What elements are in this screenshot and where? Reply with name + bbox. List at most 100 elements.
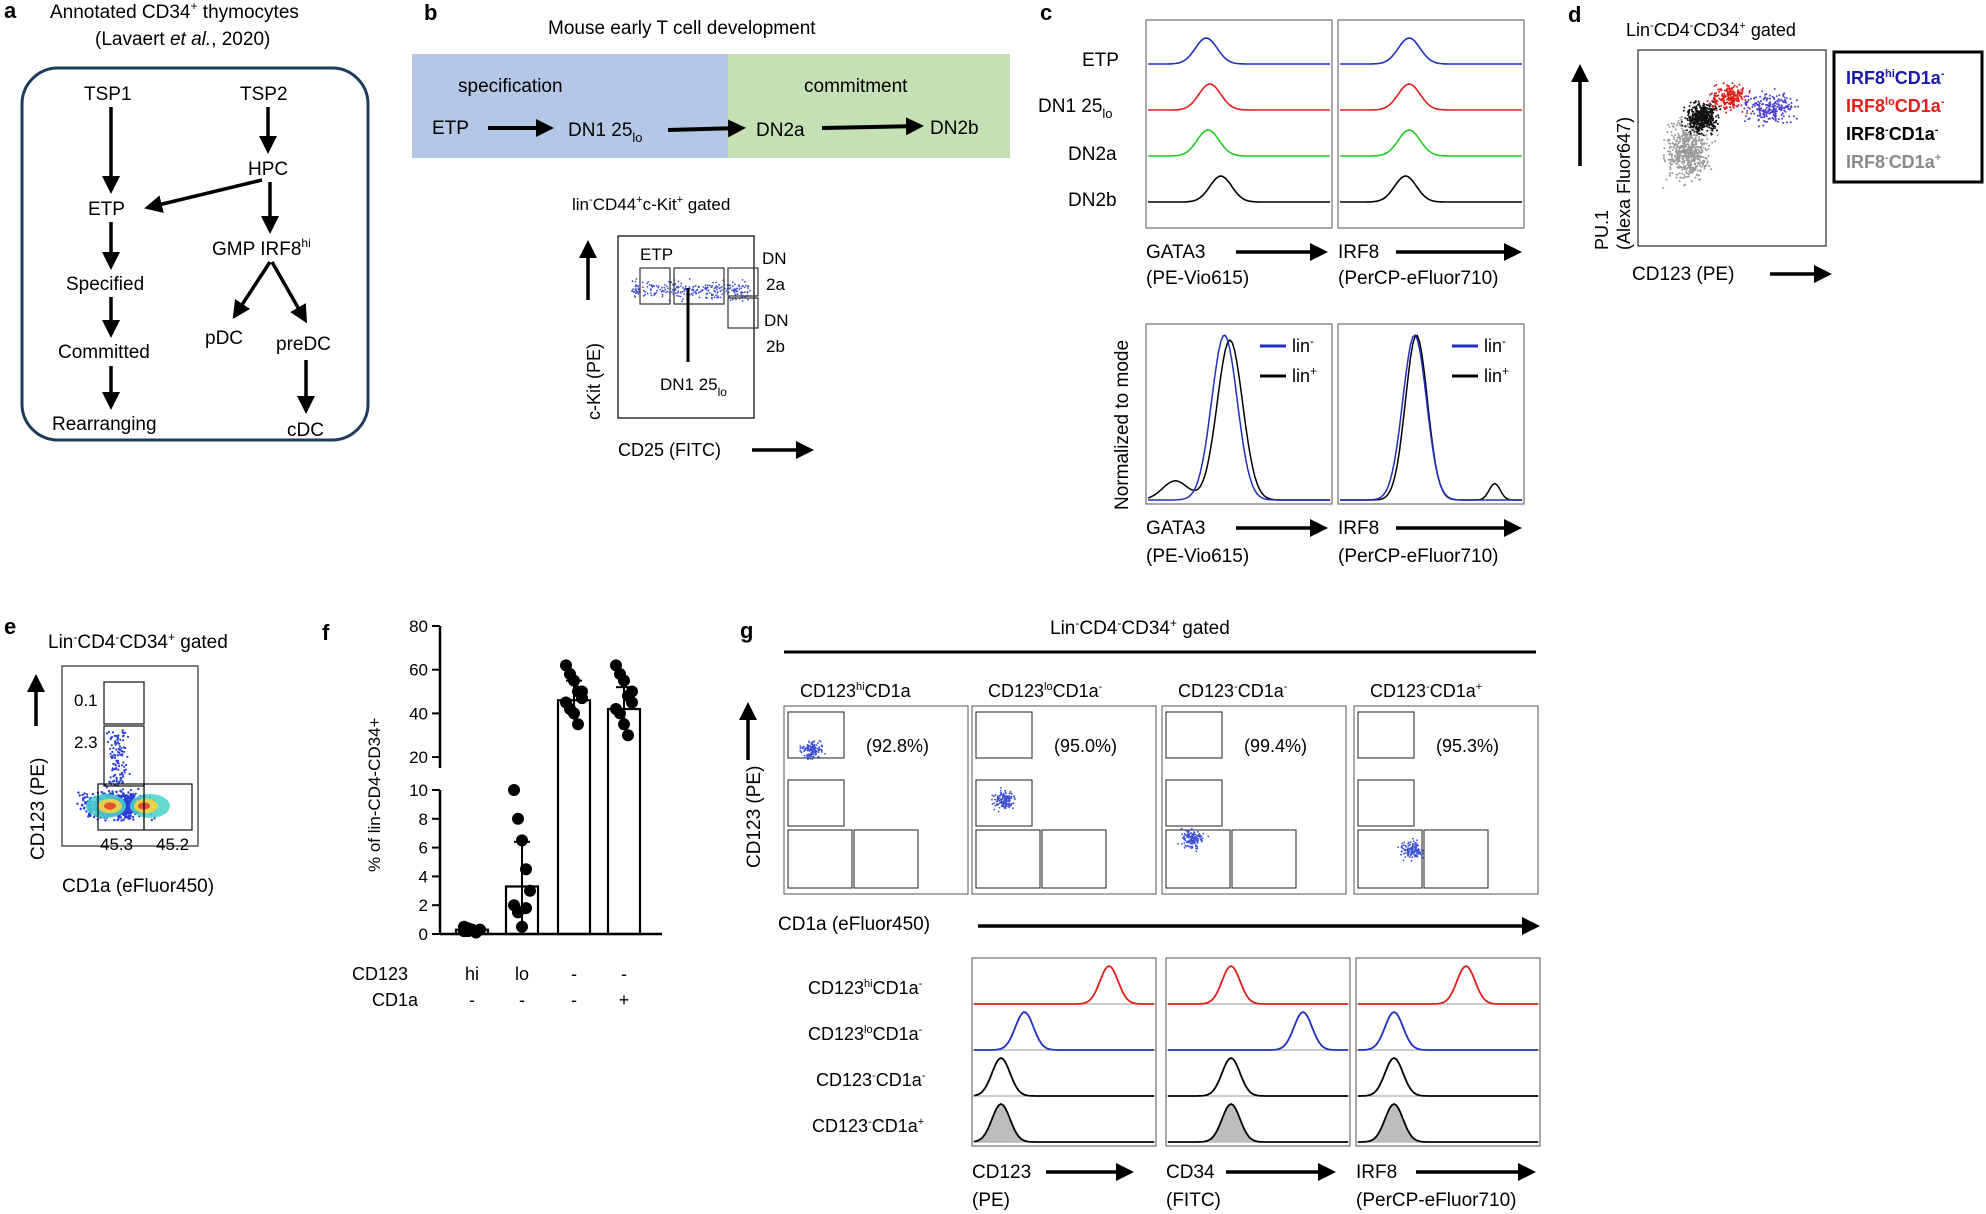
f-point-2: [568, 707, 580, 720]
e-dot: [122, 746, 125, 749]
d-dot-set-0: [1683, 131, 1686, 134]
g-dot: [1401, 842, 1404, 844]
d-dot-set-0: [1670, 155, 1673, 158]
b-dot: [646, 285, 649, 288]
panel-label-f: f: [322, 620, 330, 645]
d-dot-set-2: [1728, 102, 1731, 105]
g-hist-x1-sub: (PE): [972, 1190, 1010, 1211]
panel-b-gate-title: lin-CD44+c-Kit+ gated: [572, 194, 730, 214]
b-dot: [677, 285, 679, 288]
f-bar-3: [606, 707, 642, 936]
b-dot: [749, 289, 751, 292]
e-dot: [82, 799, 85, 802]
e-dot: [113, 818, 116, 822]
e-dot: [117, 815, 120, 818]
d-dot-set-1: [1715, 115, 1718, 118]
d-dot-set-3: [1773, 87, 1776, 90]
g-hist-x3: IRF8: [1356, 1162, 1397, 1183]
d-dot-set-2: [1737, 98, 1740, 101]
d-dot-set-3: [1736, 105, 1739, 108]
e-dot: [121, 775, 125, 778]
d-dot-set-0: [1694, 141, 1697, 144]
f-cd1a-label-3: +: [619, 990, 630, 1010]
panel-a-frame: [20, 66, 370, 442]
d-dot-set-1: [1689, 118, 1692, 120]
g-dot: [1194, 833, 1197, 836]
g-hist-frame-2: [1355, 957, 1541, 1147]
d-dot-set-0: [1666, 131, 1669, 133]
d-dot-set-0: [1677, 164, 1680, 167]
d-dot-set-2: [1731, 82, 1734, 85]
d-dot-set-3: [1763, 113, 1766, 115]
d-dot-set-2: [1744, 99, 1747, 101]
b-dot: [708, 284, 711, 287]
g-dot: [807, 753, 810, 756]
f-tick-label: 4: [419, 867, 428, 886]
g-dot: [1412, 842, 1414, 845]
d-dot-set-2: [1724, 95, 1727, 98]
g-col-label-part: -: [1284, 681, 1288, 693]
d-dot-set-1: [1712, 119, 1715, 122]
e-value-2.3: 2.3: [74, 733, 98, 752]
d-dot-set-0: [1698, 158, 1701, 161]
d-dot-set-2: [1740, 104, 1743, 107]
e-dot: [129, 811, 133, 814]
g-dot: [1009, 804, 1011, 807]
g-dot: [1191, 833, 1194, 835]
d-dot-set-1: [1689, 132, 1692, 135]
b-dot: [738, 285, 741, 288]
b-dot: [650, 289, 652, 292]
d-dot-set-2: [1723, 92, 1726, 95]
d-dot-set-0: [1688, 152, 1691, 155]
e-dot: [117, 747, 120, 750]
g-dot: [1404, 848, 1407, 851]
d-dot-set-1: [1703, 108, 1706, 111]
g-dot: [1418, 849, 1420, 851]
b-dot: [728, 284, 730, 287]
g-gate-hi-2: [1165, 711, 1223, 759]
d-dot-set-0: [1679, 176, 1682, 179]
d-dot-set-3: [1764, 93, 1766, 96]
d-dot-set-2: [1736, 85, 1738, 88]
e-dot: [110, 755, 114, 758]
d-dot-set-0: [1687, 163, 1690, 166]
d-dot-set-0: [1678, 155, 1681, 158]
gate-dn1-label: DN1 25lo: [660, 375, 727, 399]
d-dot-set-2: [1748, 107, 1751, 110]
b-dot: [716, 295, 719, 297]
c-histogram-row-1: [1148, 83, 1330, 111]
d-dot-set-2: [1727, 85, 1729, 87]
b-dot: [651, 286, 654, 288]
g-gate-hi-3: [1357, 711, 1415, 759]
d-dot-set-0: [1695, 154, 1698, 157]
e-dot: [124, 768, 128, 771]
d-dot-set-2: [1711, 106, 1714, 108]
b-dot: [705, 296, 707, 299]
g-dot: [1416, 855, 1419, 857]
d-dot-set-2: [1713, 84, 1716, 87]
g-col-label-part: CD123: [1178, 681, 1234, 701]
d-dot-set-0: [1705, 149, 1708, 152]
d-dot-set-0: [1697, 151, 1700, 154]
g-dot: [1184, 844, 1187, 847]
c-histogram-row-3: [1340, 175, 1522, 203]
b-dot: [736, 287, 738, 290]
d-ylabel2: (Alexa Fluor647): [1614, 117, 1634, 250]
g-dot: [1410, 854, 1412, 857]
g-dot: [999, 794, 1001, 797]
d-dot-set-1: [1708, 113, 1711, 116]
d-dot-set-3: [1752, 103, 1755, 106]
d-dot-set-2: [1736, 95, 1739, 98]
d-dot-set-3: [1747, 95, 1750, 98]
d-dot-set-0: [1692, 157, 1695, 160]
d-dot-set-3: [1777, 103, 1780, 106]
b-dot: [642, 289, 645, 292]
d-dot-set-1: [1694, 126, 1697, 129]
b-dot: [706, 286, 709, 289]
e-dot: [134, 792, 137, 795]
d-dot-set-0: [1662, 156, 1665, 159]
d-dot-set-0: [1686, 175, 1689, 178]
b-dot: [717, 296, 720, 299]
e-xlabel: CD1a (eFluor450): [62, 876, 214, 897]
d-legend-box: [1832, 50, 1984, 184]
